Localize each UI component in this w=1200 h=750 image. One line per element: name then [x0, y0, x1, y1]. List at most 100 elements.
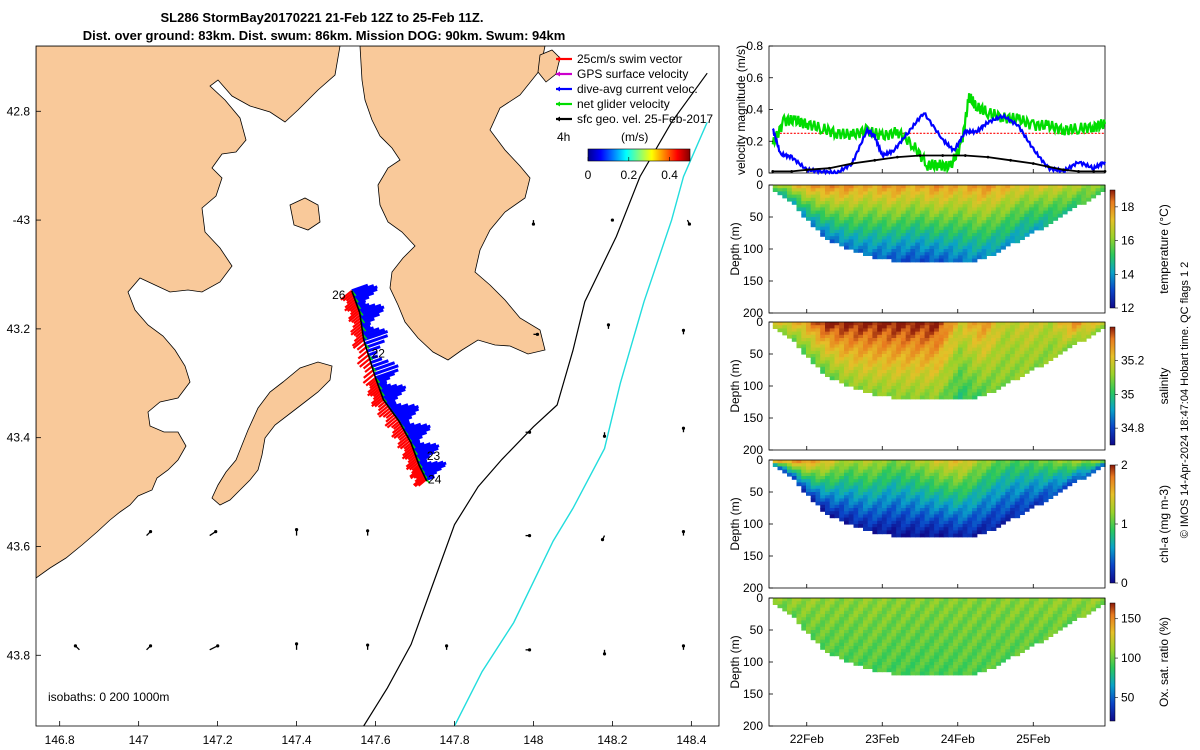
section-cell — [1024, 197, 1030, 202]
swim-vector — [357, 350, 368, 360]
section-cell — [900, 242, 907, 247]
section-cell — [948, 191, 954, 196]
section-cell — [806, 614, 812, 618]
section-cell — [886, 610, 892, 615]
section-cell — [900, 220, 907, 224]
swim-vector — [358, 346, 367, 354]
section-cell — [877, 488, 883, 493]
section-cell — [806, 630, 812, 634]
geo-vector-head — [294, 642, 299, 646]
section-cell — [957, 668, 964, 673]
section-cell — [943, 508, 949, 512]
section-cell — [910, 363, 916, 368]
section-cell — [929, 649, 935, 653]
dive-current-vector — [372, 361, 396, 372]
section-cell — [910, 389, 916, 393]
section-cell — [976, 495, 983, 499]
section-cell — [981, 633, 987, 637]
section-cell — [1000, 498, 1006, 503]
section-cell — [981, 639, 987, 644]
section-cell — [896, 376, 902, 381]
section-cell — [905, 360, 911, 365]
section-cell — [943, 527, 949, 531]
section-cell — [867, 220, 873, 224]
section-cell — [858, 229, 864, 234]
section-cell — [844, 360, 850, 365]
section-cell — [820, 460, 826, 464]
section-cell — [962, 504, 968, 509]
section-cell — [991, 652, 997, 657]
section-cell — [995, 204, 1002, 208]
section-cell — [848, 341, 854, 345]
section-cell — [1067, 466, 1073, 471]
section-cell — [1033, 185, 1040, 189]
geo-vector-head — [535, 332, 540, 336]
section-cell — [872, 217, 878, 221]
map-ytick-label: 43.4 — [7, 431, 31, 445]
section-cell — [995, 598, 1002, 602]
section-cell — [844, 601, 850, 605]
section-cells — [772, 460, 1106, 538]
section-cell — [1024, 623, 1030, 628]
section-cell — [948, 504, 954, 509]
section-cell — [829, 338, 835, 342]
section-cell — [938, 395, 945, 400]
section-cell — [976, 626, 983, 631]
section-cell — [1029, 485, 1035, 490]
section-cell — [867, 482, 873, 487]
section-cell — [881, 236, 888, 240]
section-cell — [820, 620, 826, 625]
section-cell — [948, 226, 954, 231]
section-cell — [853, 466, 859, 471]
section-cell — [844, 614, 850, 618]
section-cell — [848, 334, 854, 339]
dive-current-vector — [407, 427, 431, 439]
section-cell — [791, 466, 798, 471]
section-cell — [962, 517, 968, 522]
section-cell — [1024, 334, 1030, 339]
section-cell — [891, 626, 897, 631]
section-cell — [853, 382, 859, 387]
section-cell — [995, 646, 1002, 650]
section-cell — [976, 370, 983, 374]
velocity-ytick-label: 0.6 — [746, 71, 763, 85]
section-cell — [900, 479, 907, 483]
section-cell — [806, 338, 812, 342]
section-cell — [777, 598, 783, 602]
section-cell — [900, 601, 907, 605]
section-cell — [1095, 191, 1101, 196]
section-cell — [1019, 469, 1025, 474]
section-cell — [929, 620, 935, 625]
map-colorbar — [587, 148, 691, 162]
section-cell — [995, 194, 1002, 199]
section-cell — [820, 338, 826, 342]
section-cell — [986, 662, 992, 666]
section-cell — [881, 207, 888, 212]
section-cell — [787, 188, 793, 192]
section-cell — [953, 341, 959, 345]
section-cell — [915, 508, 921, 512]
section-cell — [1010, 604, 1016, 609]
section-cell — [1057, 460, 1063, 464]
section-cell — [900, 504, 907, 509]
section-cell — [929, 636, 935, 641]
section-cell — [924, 520, 930, 525]
section-cell — [900, 614, 907, 618]
section-cell — [1029, 328, 1035, 333]
section-cell — [900, 207, 907, 212]
section-cell — [1005, 226, 1011, 231]
section-cell — [1010, 636, 1016, 641]
section-cell — [1071, 341, 1078, 345]
section-cell — [1000, 341, 1006, 345]
section-cell — [1019, 639, 1025, 644]
section-cell — [848, 626, 854, 631]
section-cell — [1014, 357, 1021, 361]
section-cell — [872, 350, 878, 355]
section-cell — [929, 325, 935, 329]
section-cell — [829, 201, 835, 205]
day-label: 22 — [372, 347, 386, 361]
section-cell — [1005, 328, 1011, 333]
section-cell — [1000, 466, 1006, 471]
section-colorbar-tick-label: 2 — [1121, 458, 1128, 472]
section-cell — [943, 658, 949, 663]
